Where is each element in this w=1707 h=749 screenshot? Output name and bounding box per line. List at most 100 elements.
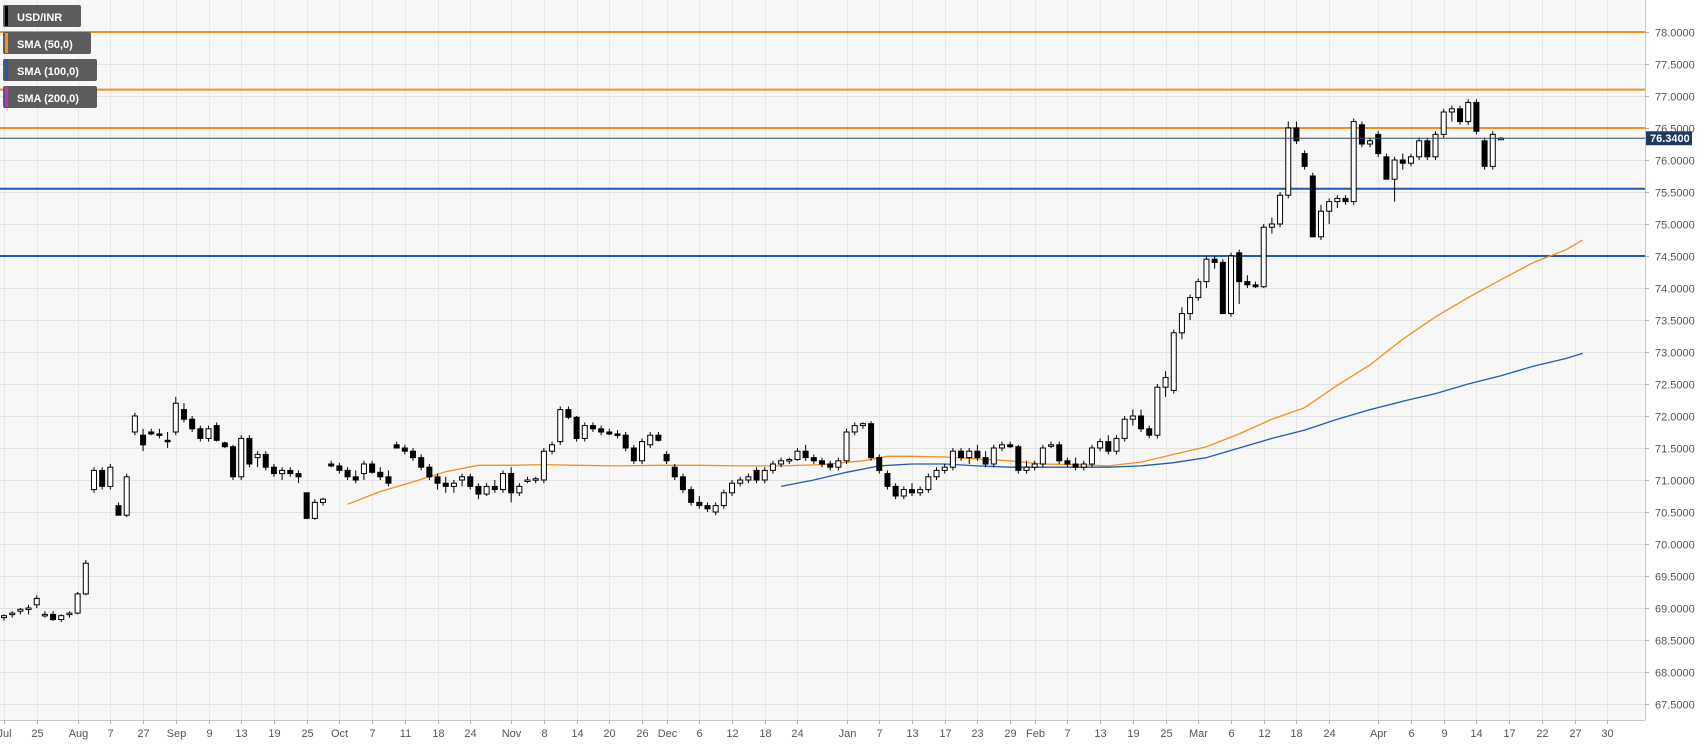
candle-body-up [131, 415, 138, 433]
candle [745, 473, 752, 484]
candle-body-down [508, 473, 515, 494]
candle-body-down [303, 492, 310, 519]
x-tick-label: 22 [1536, 728, 1548, 740]
candle-body-down [434, 476, 441, 484]
candle [655, 432, 662, 442]
candle-body-up [1416, 140, 1423, 158]
y-tick-label: 78.0000 [1655, 28, 1695, 40]
candle-body-down [1072, 463, 1079, 468]
x-tick-label: Sep [167, 728, 187, 740]
candle-body-down [369, 463, 376, 473]
x-tick-label: 13 [235, 728, 247, 740]
candle-body-down [622, 434, 629, 449]
candle [450, 480, 457, 493]
candle-body-down [1252, 284, 1259, 288]
candle [1473, 99, 1480, 135]
candle [1195, 278, 1202, 301]
candle-body-down [1015, 446, 1022, 471]
last-price-badge [1646, 131, 1692, 146]
candle [1064, 457, 1071, 468]
legend-item-sma100[interactable]: SMA (100,0) [3, 59, 97, 81]
candle [205, 425, 212, 442]
candle-body-down [287, 469, 294, 475]
candle-body-up [1121, 418, 1128, 439]
x-tick-label: 11 [400, 728, 411, 740]
candle [140, 428, 147, 452]
x-tick-label: Feb [1026, 728, 1045, 740]
candle [262, 451, 269, 471]
candle [352, 470, 359, 484]
candle [737, 476, 744, 487]
candle [917, 486, 924, 496]
legend-swatch [5, 60, 8, 80]
candle [1236, 249, 1243, 304]
candle-body-down [246, 437, 253, 465]
candle [761, 467, 768, 484]
candle [328, 460, 335, 468]
last-price-label: 76.3400 [1650, 133, 1690, 145]
candle [990, 444, 997, 468]
y-tick-label: 68.0000 [1655, 668, 1695, 680]
x-tick-label: 27 [137, 728, 149, 740]
candle-body-up [1203, 258, 1210, 283]
candle-body-down [1383, 156, 1390, 180]
candle-body-up [843, 431, 850, 462]
candle-body-up [123, 476, 130, 516]
candle [491, 480, 498, 493]
y-tick-label: 74.5000 [1655, 252, 1695, 264]
candle [794, 448, 801, 461]
candle [475, 483, 482, 500]
candle [884, 470, 891, 490]
x-tick-label: 20 [603, 728, 615, 740]
candle [1293, 121, 1300, 144]
x-tick-label: Apr [1370, 728, 1387, 740]
candle [941, 464, 948, 474]
y-tick-label: 72.0000 [1655, 412, 1695, 424]
candle-body-up [1391, 159, 1398, 180]
candle-body-up [58, 615, 65, 621]
x-tick-label: 18 [432, 728, 444, 740]
candle [1407, 153, 1414, 167]
candle-body-up [1440, 111, 1447, 135]
candle-body-up [1268, 223, 1275, 228]
price-axis: 67.5000 68.0000 68.5000 69.0000 69.5000 70.00… [1645, 28, 1695, 712]
candle [1252, 281, 1259, 288]
candle-body-down [99, 469, 106, 487]
candle [401, 444, 408, 455]
candle [1391, 156, 1398, 202]
candle-body-up [1097, 441, 1104, 449]
candle-body-up [729, 482, 736, 494]
candle [1285, 121, 1292, 199]
candle [483, 483, 490, 496]
candle-body-up [205, 428, 212, 439]
y-tick-label: 70.0000 [1655, 540, 1695, 552]
candle [908, 483, 915, 496]
candle [385, 470, 392, 487]
candle-body-up [794, 450, 801, 461]
candle-body-down [1424, 140, 1431, 158]
candle-body-up [33, 597, 40, 606]
candle [859, 422, 866, 429]
candle-body-up [1489, 133, 1496, 167]
candle [557, 406, 564, 445]
legend-swatch [5, 6, 8, 26]
x-tick-label: 8 [541, 728, 547, 740]
candle [1489, 131, 1496, 170]
candle-body-down [270, 466, 277, 475]
candle [238, 435, 245, 480]
candle [843, 428, 850, 464]
candle-body-up [1, 615, 7, 619]
candle [581, 422, 588, 442]
legend-item-sma200[interactable]: SMA (200,0) [3, 86, 97, 108]
x-tick-label: 27 [1569, 728, 1581, 740]
candle-body-up [450, 482, 457, 487]
legend-item-usdinr[interactable]: USD/INR [3, 5, 81, 27]
candle-body-up [769, 463, 776, 471]
candle [393, 441, 400, 449]
candle-body-up [1465, 101, 1472, 123]
time-axis: Jul 25 Aug 7 27 Sep 9 13 19 25 Oct 7 11 18 24 Nov 8 14 20 2… [0, 720, 1614, 740]
candle [1007, 441, 1014, 448]
candle [966, 448, 973, 464]
candle [1301, 150, 1308, 170]
legend-item-sma50[interactable]: SMA (50,0) [3, 32, 91, 54]
